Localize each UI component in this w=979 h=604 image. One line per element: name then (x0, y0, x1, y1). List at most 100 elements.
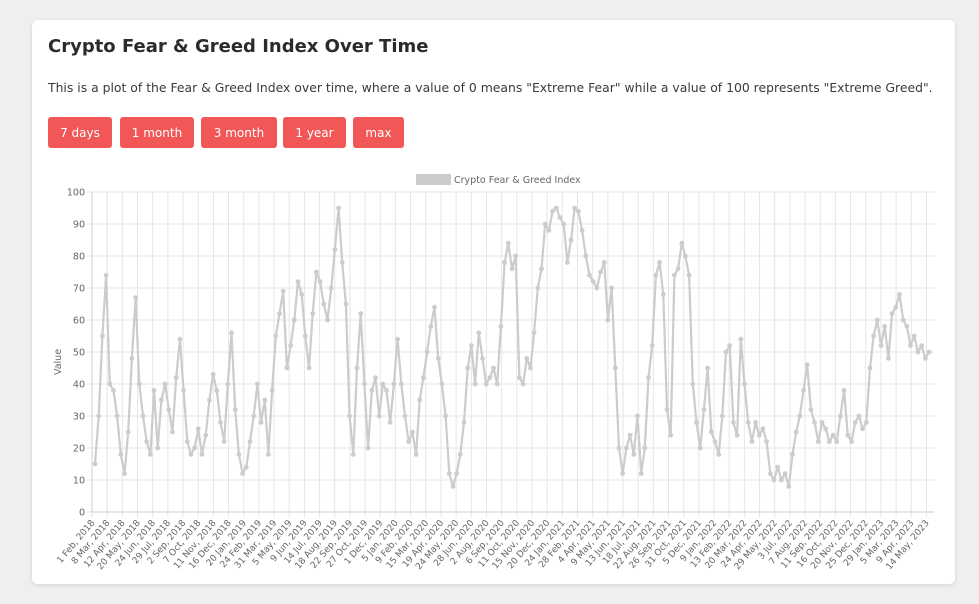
series-layer (92, 205, 932, 489)
data-point (450, 484, 456, 489)
range-1-month-button[interactable]: 1 month (120, 117, 194, 148)
data-point (310, 311, 316, 316)
data-point (218, 420, 223, 425)
data-point (616, 445, 622, 451)
data-point (155, 445, 161, 451)
data-point (107, 381, 113, 387)
data-point (579, 228, 585, 233)
data-point (657, 260, 662, 265)
data-point (424, 349, 430, 355)
data-point (782, 471, 788, 476)
data-point (413, 452, 419, 457)
data-point (587, 272, 592, 278)
data-point (723, 349, 729, 355)
data-point (122, 471, 127, 476)
data-point (679, 240, 685, 246)
data-point (635, 413, 640, 419)
data-point (520, 381, 526, 387)
data-point (225, 381, 231, 387)
data-point (339, 260, 345, 265)
data-point (815, 439, 821, 444)
data-point (354, 365, 360, 371)
data-point (830, 432, 836, 438)
range-1-year-button[interactable]: 1 year (283, 117, 346, 148)
data-point (734, 432, 740, 438)
data-point (446, 471, 452, 476)
data-point (801, 388, 806, 393)
y-axis-label: Value (53, 349, 64, 375)
data-point (550, 208, 555, 214)
data-point (767, 471, 773, 476)
data-point (387, 420, 393, 425)
range-7-days-button[interactable]: 7 days (48, 117, 112, 148)
page-title: Crypto Fear & Greed Index Over Time (48, 36, 429, 57)
data-point (170, 429, 175, 435)
data-point (557, 215, 563, 221)
range-3-month-button[interactable]: 3 month (201, 117, 277, 148)
data-point (432, 304, 437, 310)
data-point (838, 413, 843, 419)
y-tick-label: 70 (73, 284, 85, 295)
data-point (860, 426, 865, 432)
legend-swatch (416, 174, 451, 185)
data-point (712, 439, 718, 444)
data-point (827, 439, 832, 444)
data-point (598, 269, 603, 275)
data-point (151, 388, 157, 393)
data-point (609, 285, 614, 291)
data-point (886, 356, 891, 361)
data-point (834, 439, 840, 444)
data-point (195, 426, 201, 432)
data-point (232, 407, 238, 412)
data-point (192, 445, 198, 451)
data-point (594, 285, 600, 291)
data-point (314, 269, 319, 275)
data-point (269, 388, 275, 393)
data-point (203, 432, 209, 438)
data-point (214, 388, 220, 393)
data-point (288, 343, 293, 348)
data-point (683, 253, 688, 259)
data-point (524, 356, 530, 361)
data-point (716, 452, 722, 457)
data-point (863, 420, 869, 425)
data-point (472, 381, 478, 387)
data-point (517, 375, 522, 380)
data-point (565, 260, 570, 265)
data-point (675, 266, 681, 272)
data-point (435, 356, 441, 361)
data-point (915, 349, 921, 355)
data-point (210, 372, 216, 377)
data-point (631, 452, 637, 457)
data-point (325, 317, 330, 323)
data-point (188, 452, 194, 457)
data-point (653, 272, 659, 278)
data-point (882, 324, 888, 329)
data-point (919, 343, 924, 348)
data-point (841, 388, 847, 393)
data-point (181, 388, 187, 393)
data-point (273, 333, 279, 339)
data-point (819, 420, 825, 425)
data-point (266, 452, 271, 457)
data-point (184, 439, 190, 444)
data-point (162, 381, 168, 387)
data-point (771, 477, 777, 483)
data-point (856, 413, 862, 419)
range-max-button[interactable]: max (353, 117, 404, 148)
data-point (900, 317, 906, 323)
data-point (133, 295, 138, 300)
data-point (398, 381, 404, 387)
data-point (638, 471, 644, 476)
legend: Crypto Fear & Greed Index (416, 174, 581, 186)
data-point (421, 375, 426, 380)
y-tick-label: 10 (73, 476, 85, 487)
y-tick-label: 50 (73, 348, 85, 359)
data-point (528, 365, 533, 371)
data-point (697, 445, 703, 451)
data-point (299, 292, 305, 297)
chart-card: Crypto Fear & Greed Index Over Time This… (32, 20, 955, 584)
data-point (672, 272, 677, 278)
